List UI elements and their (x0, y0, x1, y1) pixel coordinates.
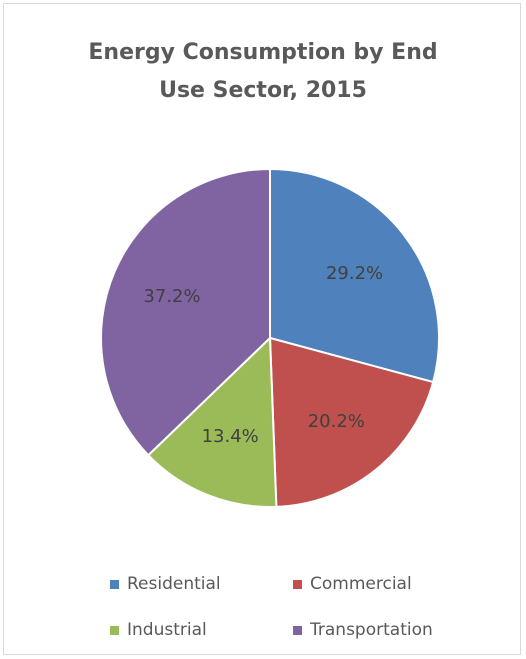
pie-slice-industrial (146, 335, 278, 508)
pie-slice-commercial (268, 336, 435, 508)
data-label-commercial: 20.2% (308, 411, 365, 432)
chart-title-line-1: Energy Consumption by End (88, 40, 438, 65)
data-label-industrial: 13.4% (202, 426, 259, 447)
chart-title: Energy Consumption by End Use Sector, 20… (40, 34, 486, 110)
data-label-residential: 29.2% (326, 263, 383, 284)
data-label-transportation: 37.2% (143, 286, 200, 307)
pie-slice-residential (269, 167, 440, 384)
chart-title-line-2: Use Sector, 2015 (159, 78, 367, 103)
pie-slice-transportation (100, 167, 271, 457)
